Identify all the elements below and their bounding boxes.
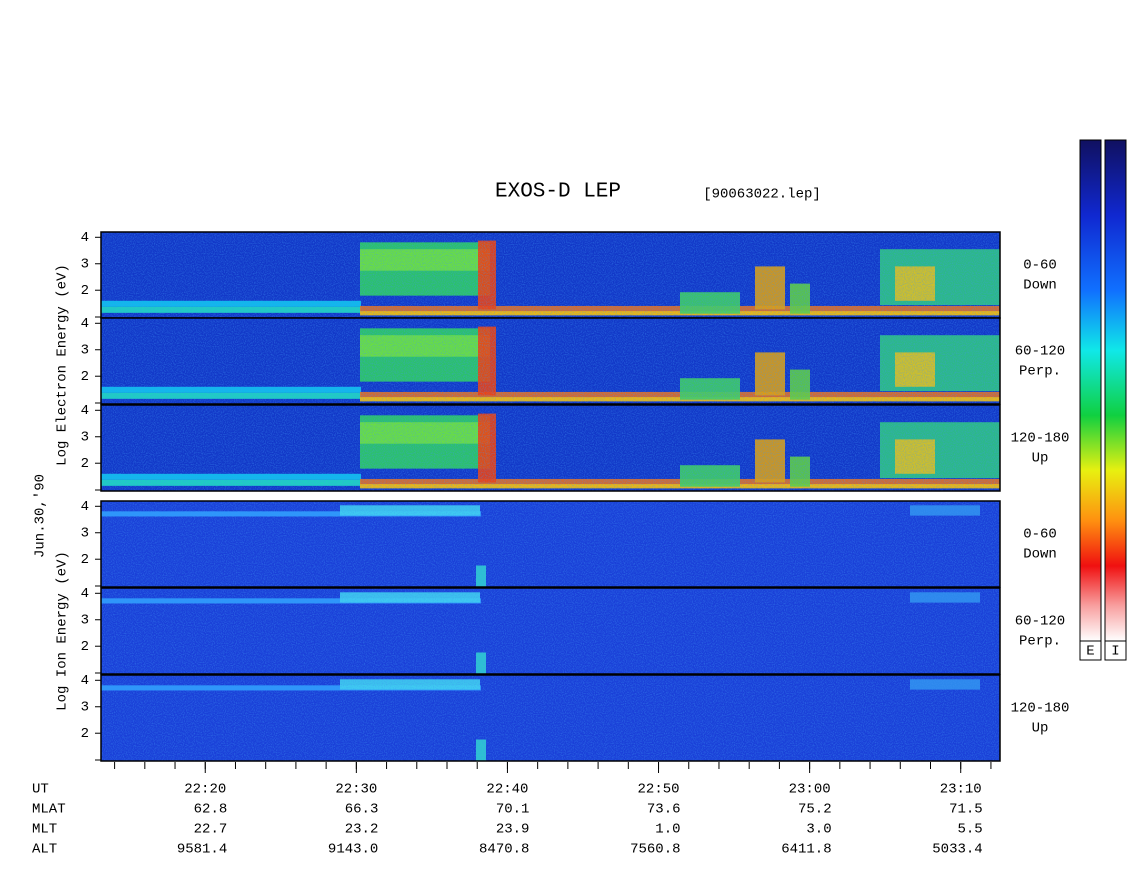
x-tick-label: 22:50 <box>638 782 680 798</box>
spectrogram-noise <box>101 588 1000 674</box>
x-tick-label: 22:30 <box>335 782 377 798</box>
colorbar-label-box <box>1104 640 1127 661</box>
pitch-angle-label: 60-120 <box>1015 344 1065 360</box>
ephemeris-value: 1.0 <box>655 822 680 838</box>
group-label: Log Electron Energy (eV) <box>55 264 71 466</box>
ephemeris-label: MLT <box>32 822 57 838</box>
direction-label: Down <box>1023 278 1057 294</box>
spectrogram-noise <box>101 232 1000 318</box>
y-tick-label: 2 <box>81 552 89 568</box>
spectrogram-panel <box>101 318 1000 404</box>
y-tick-label: 4 <box>81 499 89 515</box>
x-axis-label: UT <box>32 782 49 798</box>
y-tick-label: 3 <box>81 429 89 445</box>
y-tick-label: 4 <box>81 230 89 246</box>
y-tick-label: 3 <box>81 612 89 628</box>
ephemeris-value: 75.2 <box>798 802 832 818</box>
ephemeris-label: ALT <box>32 842 57 858</box>
ephemeris-value: 9581.4 <box>177 842 227 858</box>
y-tick-label: 2 <box>81 369 89 385</box>
direction-label: Perp. <box>1019 634 1061 650</box>
colorbar <box>1079 139 1102 642</box>
panel-frame <box>100 674 1001 762</box>
ephemeris-label: MLAT <box>32 802 66 818</box>
spectrogram-noise <box>101 318 1000 404</box>
colorbar-label-box <box>1079 640 1102 661</box>
ephemeris-value: 9143.0 <box>328 842 378 858</box>
x-tick-label: 22:20 <box>184 782 226 798</box>
ephemeris-value: 5.5 <box>957 822 982 838</box>
ephemeris-value: 5033.4 <box>932 842 982 858</box>
ephemeris-value: 3.0 <box>806 822 831 838</box>
spectrogram-panel <box>101 675 1000 761</box>
panel-frame <box>100 404 1001 492</box>
pitch-angle-label: 60-120 <box>1015 614 1065 630</box>
y-tick-label: 3 <box>81 699 89 715</box>
pitch-angle-label: 0-60 <box>1023 258 1057 274</box>
spectrogram-panel <box>101 501 1000 587</box>
panel-frame <box>100 500 1001 588</box>
chart-title: EXOS-D LEP <box>495 181 621 204</box>
ephemeris-value: 7560.8 <box>630 842 680 858</box>
ephemeris-value: 8470.8 <box>479 842 529 858</box>
colorbar-label: E <box>1086 644 1094 660</box>
ephemeris-value: 23.9 <box>496 822 530 838</box>
ephemeris-value: 23.2 <box>345 822 379 838</box>
ephemeris-value: 66.3 <box>345 802 379 818</box>
date-label: Jun.30,'90 <box>33 474 49 558</box>
ephemeris-value: 22.7 <box>194 822 228 838</box>
y-tick-label: 2 <box>81 456 89 472</box>
spectrogram-noise <box>101 405 1000 491</box>
direction-label: Perp. <box>1019 364 1061 380</box>
colorbars: E I <box>1079 139 1127 661</box>
x-tick-label: 22:40 <box>486 782 528 798</box>
y-tick-label: 2 <box>81 726 89 742</box>
y-tick-label: 4 <box>81 673 89 689</box>
panel-frame <box>100 317 1001 405</box>
spectrogram-panel <box>101 232 1000 318</box>
pitch-angle-label: 120-180 <box>1011 701 1070 717</box>
spectrogram-noise <box>101 501 1000 587</box>
colorbar-label: I <box>1111 644 1119 660</box>
spectrogram-noise <box>101 675 1000 761</box>
ephemeris-value: 70.1 <box>496 802 530 818</box>
panel-frame <box>100 587 1001 675</box>
direction-label: Up <box>1032 721 1049 737</box>
spectrogram-panel <box>101 588 1000 674</box>
colorbar <box>1104 139 1127 642</box>
direction-label: Down <box>1023 547 1057 563</box>
direction-label: Up <box>1032 451 1049 467</box>
y-tick-label: 2 <box>81 283 89 299</box>
file-label: [90063022.lep] <box>703 187 821 203</box>
y-tick-label: 2 <box>81 639 89 655</box>
y-tick-label: 3 <box>81 525 89 541</box>
group-label: Log Ion Energy (eV) <box>55 551 71 711</box>
x-tick-label: 23:10 <box>940 782 982 798</box>
pitch-angle-label: 0-60 <box>1023 527 1057 543</box>
y-tick-label: 4 <box>81 403 89 419</box>
ephemeris-value: 6411.8 <box>781 842 831 858</box>
spectrogram-panel <box>101 405 1000 491</box>
ephemeris-value: 73.6 <box>647 802 681 818</box>
y-tick-label: 3 <box>81 256 89 272</box>
y-tick-label: 4 <box>81 316 89 332</box>
y-tick-label: 4 <box>81 586 89 602</box>
x-tick-label: 23:00 <box>789 782 831 798</box>
y-tick-label: 3 <box>81 342 89 358</box>
pitch-angle-label: 120-180 <box>1011 431 1070 447</box>
ephemeris-value: 71.5 <box>949 802 983 818</box>
ephemeris-value: 62.8 <box>194 802 228 818</box>
